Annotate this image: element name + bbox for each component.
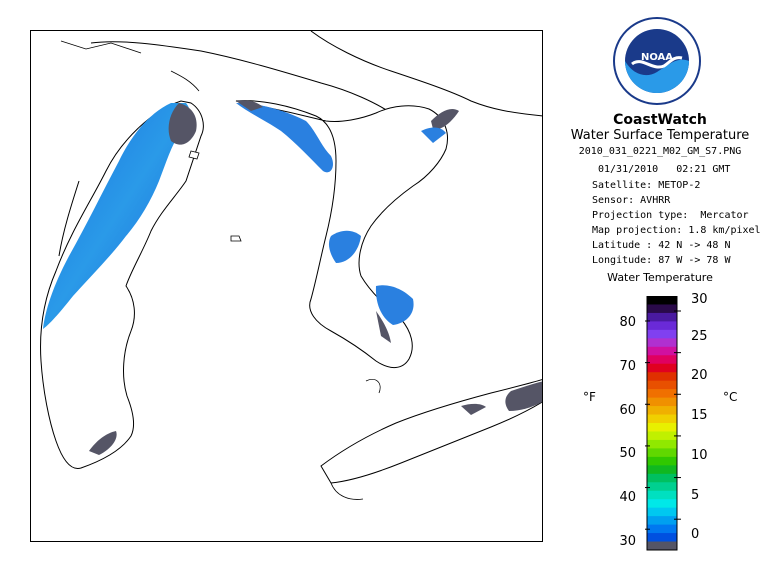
tick-f-60: 60: [619, 403, 636, 418]
tick-f-50: 50: [619, 446, 636, 461]
lake-huron-north-water: [236, 103, 334, 173]
map-projection-label: Map projection: 1.8 km/pixel: [592, 225, 761, 236]
upper-peninsula-coast: [90, 41, 392, 114]
green-bay: [58, 180, 80, 257]
color-step-7: [647, 355, 677, 365]
color-step-18: [647, 448, 677, 458]
tick-f-40: 40: [619, 490, 636, 505]
projection-type-label: Projection type: Mercator: [592, 210, 749, 221]
color-step-25: [647, 507, 677, 517]
color-step-4: [647, 329, 677, 339]
lake-michigan-coast: [40, 100, 204, 470]
color-step-19: [647, 456, 677, 466]
georgian-bay-water: [421, 127, 446, 143]
color-step-23: [647, 490, 677, 500]
color-step-20: [647, 465, 677, 475]
color-step-15: [647, 423, 677, 432]
color-step-10: [647, 380, 677, 390]
color-step-13: [647, 406, 677, 416]
tick-c-10: 10: [691, 448, 708, 463]
image-datetime: 01/31/2010 02:21 GMT: [598, 164, 731, 175]
sensor-label: Sensor: AVHRR: [592, 195, 671, 206]
color-step-3: [647, 321, 677, 331]
celsius-unit: °C: [723, 390, 738, 404]
tick-f-30: 30: [619, 534, 636, 549]
color-step-17: [647, 439, 677, 449]
longitude-label: Longitude: 87 W -> 78 W: [592, 255, 731, 266]
color-step-24: [647, 499, 677, 509]
lake-michigan-ice: [168, 103, 197, 145]
saginaw-bay-water: [375, 285, 414, 325]
georgian-bay-ice: [431, 109, 459, 130]
color-step-22: [647, 482, 677, 492]
color-step-8: [647, 363, 677, 373]
latitude-label: Latitude : 42 N -> 48 N: [592, 240, 731, 251]
color-step-14: [647, 414, 677, 424]
tick-c-5: 5: [691, 488, 700, 503]
color-step-26: [647, 516, 677, 526]
lake-superior-edge: [310, 31, 542, 117]
lake-huron-mid-water: [328, 230, 361, 263]
tick-c-15: 15: [691, 408, 708, 423]
saginaw-bay-ice: [376, 311, 391, 343]
legend-title: Water Temperature: [607, 271, 713, 284]
lake-erie-ice: [505, 381, 542, 411]
lake-michigan-water: [43, 103, 190, 329]
tick-c-0: 0: [691, 527, 700, 542]
tick-c-30: 30: [691, 292, 708, 307]
tick-c-20: 20: [691, 368, 708, 383]
noaa-logo-icon: NOAA: [613, 17, 701, 105]
color-step-6: [647, 346, 677, 356]
satellite-label: Satellite: METOP-2: [592, 180, 701, 191]
color-step-27: [647, 524, 677, 534]
color-step-2: [647, 312, 677, 322]
lake-erie-ice-2: [461, 403, 486, 415]
color-step-28: [647, 533, 677, 543]
brand-name: CoastWatch: [613, 112, 707, 128]
lake-huron-ice-north: [236, 100, 263, 111]
product-subtitle: Water Surface Temperature: [570, 128, 750, 143]
lake-michigan-ice-south: [89, 431, 117, 455]
color-step-12: [647, 397, 677, 407]
tick-c-25: 25: [691, 329, 708, 344]
sst-map: [30, 30, 543, 542]
color-step-0: [647, 296, 677, 305]
tick-f-70: 70: [619, 359, 636, 374]
color-step-29: [647, 541, 677, 551]
fahrenheit-unit: °F: [583, 390, 596, 404]
color-step-1: [647, 304, 677, 314]
color-step-9: [647, 372, 677, 382]
color-step-5: [647, 338, 677, 348]
color-step-11: [647, 389, 677, 399]
color-step-16: [647, 431, 677, 441]
color-scale-bar: [645, 296, 681, 551]
tick-f-80: 80: [619, 315, 636, 330]
noaa-logo-text: NOAA: [641, 52, 673, 63]
color-step-21: [647, 473, 677, 483]
image-filename: 2010_031_0221_M02_GM_S7.PNG: [578, 146, 742, 157]
color-scale-border: [646, 296, 678, 551]
lake-erie-coast: [320, 379, 542, 484]
great-lakes-map: [40, 31, 542, 500]
